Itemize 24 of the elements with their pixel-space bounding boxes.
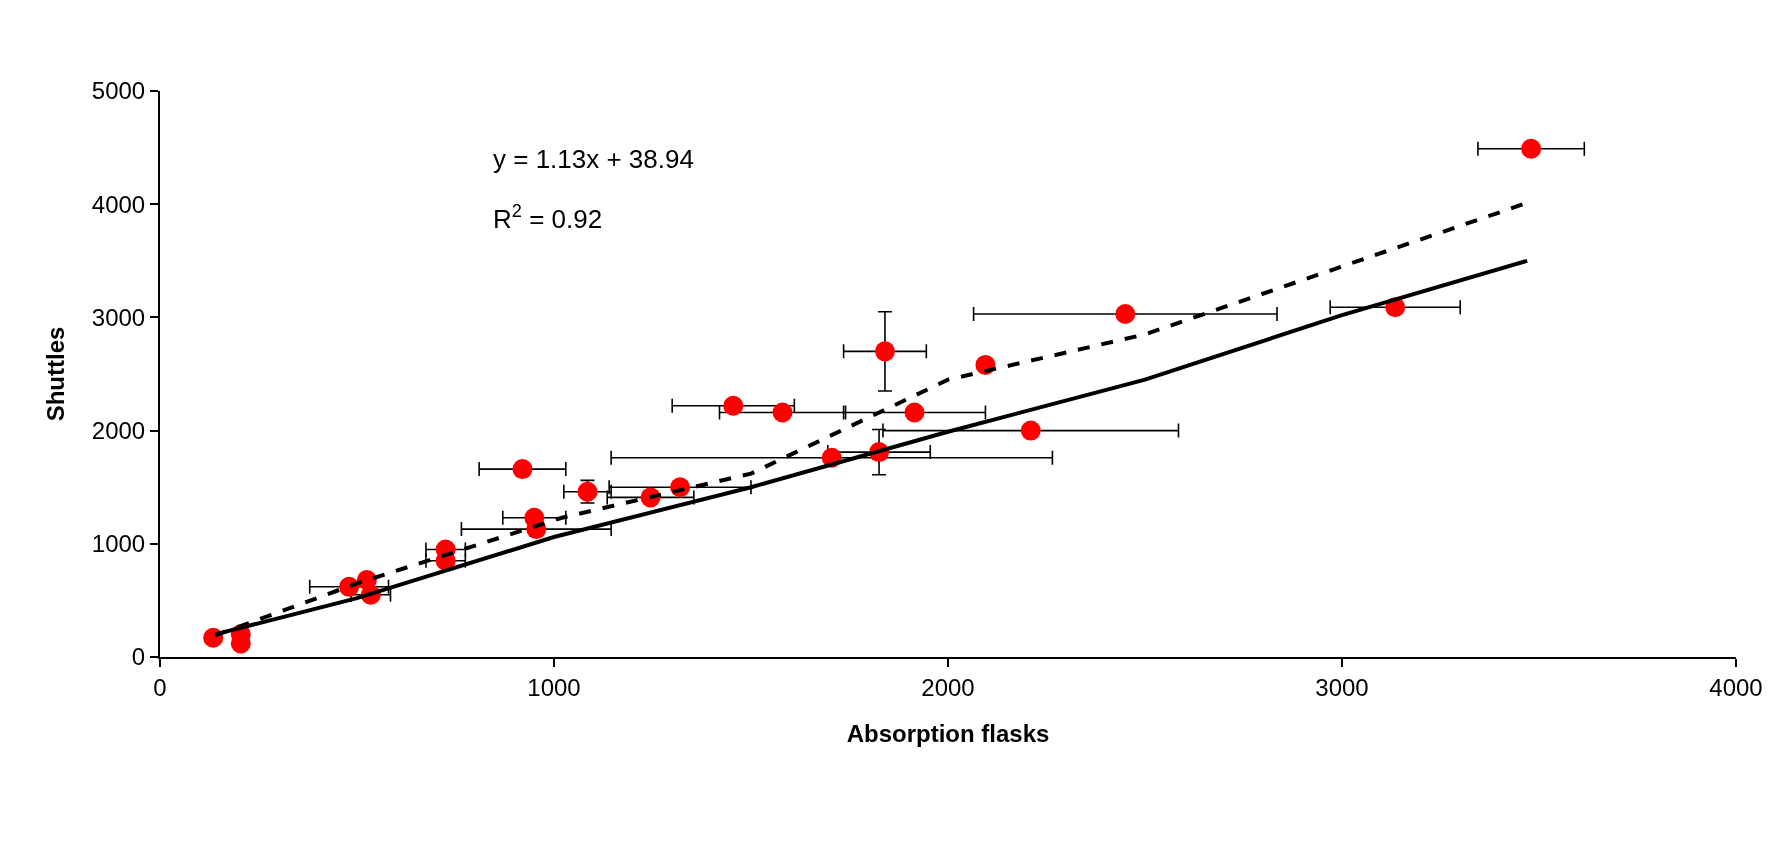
x-tick-label: 4000 (1709, 673, 1763, 701)
point (203, 627, 224, 648)
x-tick-label: 1000 (527, 673, 581, 701)
point (1115, 304, 1136, 324)
x-tick-label: 3000 (1315, 673, 1369, 701)
y-tick-label: 1000 (91, 530, 146, 558)
y-tick-label: 0 (131, 643, 146, 671)
annotation: R$^{2}$ = 0.92 (493, 201, 603, 234)
y-axis-title: Shuttles (42, 326, 70, 422)
annotation: y = 1.13x + 38.94 (493, 144, 694, 174)
point (1020, 420, 1041, 441)
point (904, 402, 925, 423)
point (874, 341, 895, 362)
y-tick-label: 2000 (91, 417, 146, 444)
x-tick-label: 0 (153, 673, 167, 701)
x-tick-label: 2000 (921, 673, 975, 701)
y-tick-label: 5000 (91, 77, 146, 105)
x-axis-title: Absorption flasks (846, 719, 1050, 747)
y-tick-label: 4000 (91, 190, 146, 218)
y-tick-label: 3000 (91, 303, 146, 331)
point (512, 459, 533, 480)
point (772, 402, 793, 423)
point (1521, 138, 1542, 159)
point (723, 395, 744, 416)
